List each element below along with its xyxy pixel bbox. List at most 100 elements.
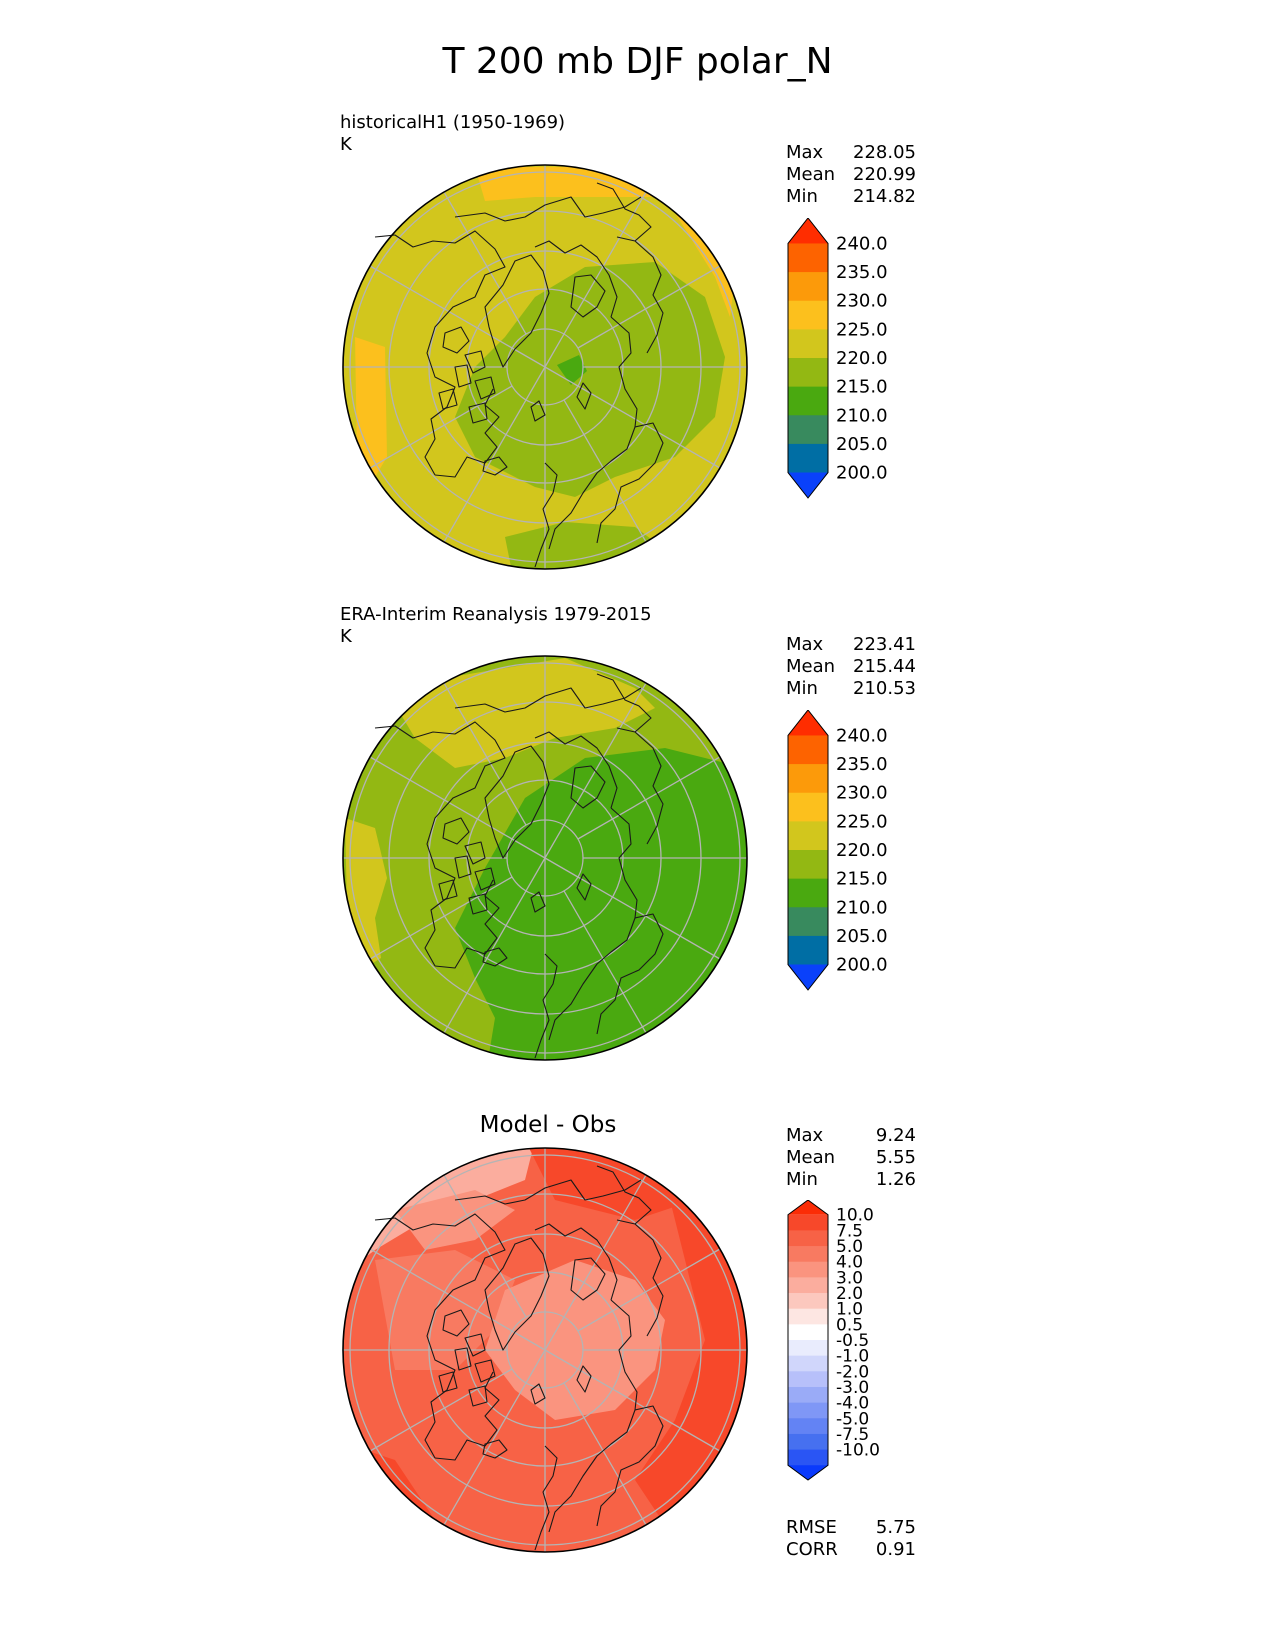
colorbar-band xyxy=(788,907,828,937)
colorbar-band xyxy=(788,792,828,822)
colorbar-outline xyxy=(787,218,829,499)
coastline xyxy=(548,1299,638,1533)
coastline xyxy=(596,422,664,544)
meridian-line xyxy=(369,1248,513,1332)
colorbar-tick-label: -1.0 xyxy=(836,1347,869,1367)
colorbar-band xyxy=(788,1355,828,1372)
colorbar-band xyxy=(788,850,828,880)
panel2-colorbar: 240.0 235.0 230.0 225.0 220.0 215.0 210.0 205.0… xyxy=(787,710,888,991)
coastline xyxy=(484,254,550,368)
stat-value: 215.44 xyxy=(853,656,916,677)
panel2-stats: Max 223.41 Mean 215.44 Min 210.53 xyxy=(786,634,916,700)
stat-label: Max xyxy=(786,142,824,163)
colorbar-tick-label: 0.5 xyxy=(836,1315,863,1335)
stat-label: Max xyxy=(786,1125,824,1146)
colorbar-band xyxy=(788,878,828,908)
colorbar-band xyxy=(788,415,828,445)
coastline xyxy=(442,817,470,845)
coastline xyxy=(454,1179,642,1205)
stat-value: 220.99 xyxy=(853,164,916,185)
panel3-colorbar: 10.07.55.04.03.02.01.00.5-0.5-1.0-2.0-3.… xyxy=(787,1200,880,1481)
colorbar-tick-label: -3.0 xyxy=(836,1378,869,1398)
colorbar-cap-top xyxy=(788,710,828,736)
colorbar-band xyxy=(788,300,828,330)
coastline xyxy=(576,382,592,410)
colorbar-tick-label: 210.0 xyxy=(836,897,888,918)
colorbar-tick-label: 220.0 xyxy=(836,348,888,369)
colorbar-band xyxy=(788,329,828,359)
colorbar-tick-label: 1.0 xyxy=(836,1300,863,1320)
coastline xyxy=(482,456,508,476)
coastline xyxy=(464,1333,486,1357)
coastline xyxy=(482,1439,508,1459)
colorbar-tick-label: -7.5 xyxy=(836,1425,869,1445)
meridian-line xyxy=(369,265,513,349)
field-region-cool xyxy=(505,522,675,569)
colorbar-band xyxy=(788,735,828,765)
stat-label: Min xyxy=(786,1169,818,1190)
field-region-cool xyxy=(455,748,747,1060)
coastline xyxy=(474,867,496,891)
colorbar-tick-label: 230.0 xyxy=(836,783,888,804)
coastline xyxy=(454,364,472,388)
coastline xyxy=(374,230,506,476)
coastline xyxy=(534,240,618,318)
stat-value: 9.24 xyxy=(875,1125,916,1146)
coastline xyxy=(374,1213,506,1459)
stat-label: Max xyxy=(786,634,824,655)
colorbar-band xyxy=(788,935,828,966)
coastline xyxy=(634,240,664,354)
stat-label: Min xyxy=(786,678,818,699)
colorbar-band xyxy=(788,1308,828,1325)
meridian-line xyxy=(544,857,579,878)
coastline xyxy=(454,855,472,879)
coastline xyxy=(438,879,458,901)
coastline xyxy=(570,765,606,809)
coastline xyxy=(482,947,508,967)
field-region-warm xyxy=(385,658,655,768)
colorbar-band xyxy=(788,1433,828,1451)
colorbar-band xyxy=(788,1246,828,1263)
panel1-colorbar: 240.0 235.0 230.0 225.0 220.0 215.0 210.0 205.0… xyxy=(787,218,888,499)
stat-label: Mean xyxy=(786,1147,836,1168)
meridian-line xyxy=(577,385,721,469)
field-region-warm xyxy=(355,337,387,477)
colorbar-tick-label: 200.0 xyxy=(836,463,888,484)
colorbar-tick-label: 210.0 xyxy=(836,405,888,426)
field-region-moderate-bias xyxy=(485,1260,665,1420)
panel3-stats: Max 9.24 Mean 5.55 Min 1.26 xyxy=(786,1125,916,1191)
meridian-line xyxy=(544,333,565,368)
colorbar-tick-label: 7.5 xyxy=(836,1221,863,1241)
coastline xyxy=(534,462,558,568)
meridian-line xyxy=(525,857,546,892)
coastline xyxy=(634,1223,664,1337)
colorbar-tick-label: 3.0 xyxy=(836,1268,863,1288)
colorbar-band xyxy=(788,1386,828,1404)
map-border xyxy=(342,1147,748,1553)
colorbar-tick-label: 235.0 xyxy=(836,262,888,283)
meridian-line xyxy=(563,191,647,335)
colorbar-tick-label: 215.0 xyxy=(836,869,888,890)
coastline xyxy=(596,913,664,1035)
colorbar-band xyxy=(788,1277,828,1294)
metric-value: 5.75 xyxy=(875,1517,916,1538)
colorbar-band xyxy=(788,1214,828,1231)
stat-label: Mean xyxy=(786,656,836,677)
colorbar-tick-label: 240.0 xyxy=(836,725,888,746)
coastline xyxy=(434,1371,500,1461)
meridian-line xyxy=(563,682,647,826)
stat-value: 228.05 xyxy=(853,142,916,163)
figure-title: T 200 mb DJF polar_N xyxy=(442,41,833,82)
coastline xyxy=(454,196,642,222)
map-border xyxy=(342,164,748,570)
coastline xyxy=(434,879,500,969)
field-region-coldest xyxy=(557,355,587,385)
colorbar-tick-label: 240.0 xyxy=(836,233,888,254)
meridian-line xyxy=(511,1330,546,1351)
meridian-line xyxy=(525,1349,546,1384)
meridian-line xyxy=(577,265,721,349)
coastline xyxy=(454,1347,472,1371)
meridian-line xyxy=(544,1316,565,1351)
coastline xyxy=(634,731,664,845)
coastline xyxy=(438,388,458,410)
